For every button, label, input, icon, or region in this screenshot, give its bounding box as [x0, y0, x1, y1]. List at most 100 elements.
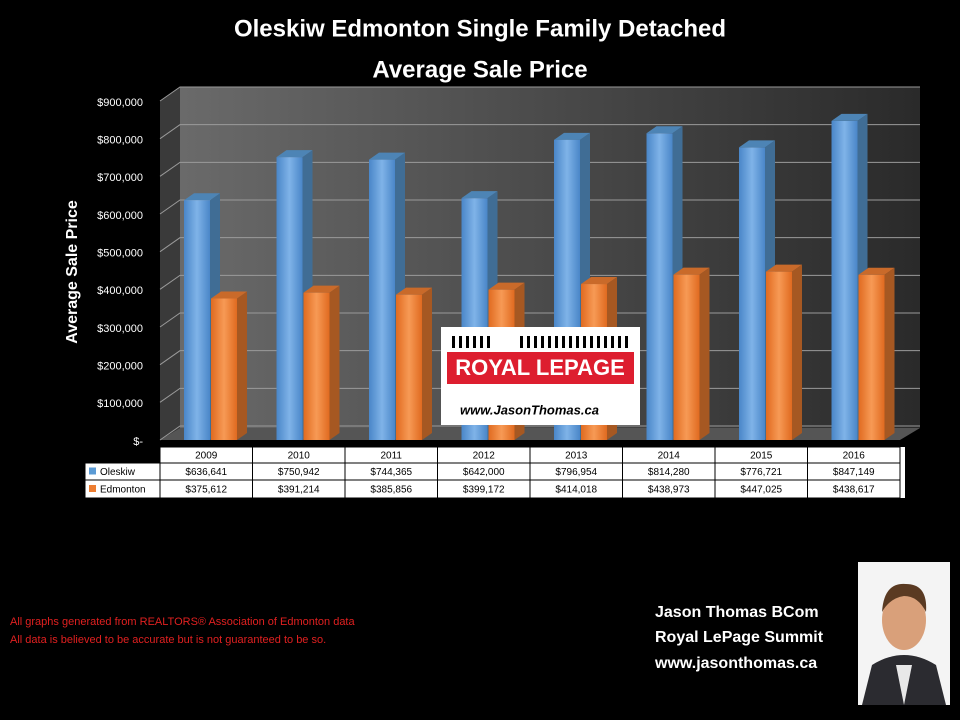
y-tick-label: $100,000: [97, 398, 143, 410]
logo-stripe: [466, 336, 469, 348]
bar-top: [673, 267, 710, 275]
logo-stripe: [527, 336, 530, 348]
table-value: $438,973: [648, 485, 690, 496]
x-tick-label: 2012: [473, 451, 496, 462]
logo-stripe: [520, 336, 523, 348]
bar-top: [831, 113, 868, 121]
x-tick-label: 2009: [195, 451, 218, 462]
bar: [831, 120, 858, 440]
table-value: $814,280: [648, 467, 690, 478]
back-wall: [180, 87, 920, 428]
bar-top: [211, 291, 247, 299]
table-bg: [160, 447, 905, 498]
logo-brand: ROYAL LEPAGE: [455, 355, 625, 380]
logo-stripe: [618, 336, 621, 348]
logo-stripe: [611, 336, 614, 348]
photo-hair: [882, 583, 927, 612]
logo-stripe: [473, 336, 476, 348]
photo: [858, 562, 950, 705]
contact-line: www.jasonthomas.ca: [654, 655, 817, 672]
table-value: $438,617: [833, 485, 875, 496]
bar-top: [184, 193, 220, 201]
x-tick-label: 2010: [288, 451, 311, 462]
table-value: $847,149: [833, 467, 875, 478]
y-tick-label: $300,000: [97, 323, 143, 335]
footnote: All data is believed to be accurate but …: [10, 634, 326, 646]
bar: [858, 274, 885, 440]
bar-side: [884, 267, 895, 440]
bar: [303, 292, 330, 440]
data-table: 2009 $636,641 $375,612 2010 $750,942 $391,214…: [84, 446, 905, 499]
bar-side: [792, 264, 802, 440]
table-value: $642,000: [463, 467, 505, 478]
chart-title: Oleskiw Edmonton Single Family Detached: [234, 15, 726, 42]
table-value: $385,856: [370, 485, 412, 496]
bar-top: [766, 264, 802, 272]
floor: [160, 428, 920, 440]
x-tick-label: 2014: [658, 451, 681, 462]
y-tick-label: $400,000: [97, 285, 143, 297]
logo-stripe: [534, 336, 537, 348]
bar-top: [739, 140, 775, 148]
bar-side: [329, 285, 340, 440]
bar: [673, 274, 700, 440]
grid-line: [159, 124, 920, 140]
logo-stripe: [583, 336, 586, 348]
logo-stripe: [548, 336, 551, 348]
bar-top: [646, 126, 683, 134]
logo-stripe: [452, 336, 455, 348]
logo-stripe: [555, 336, 558, 348]
logo-url: www.JasonThomas.ca: [460, 402, 599, 417]
legend-swatch: [89, 485, 96, 492]
bar-top: [369, 152, 405, 160]
bar: [211, 298, 237, 440]
photo-face: [882, 590, 926, 650]
bar-side: [699, 267, 710, 440]
table-value: $447,025: [740, 485, 782, 496]
table-value: $399,172: [463, 485, 505, 496]
y-tick-label: $-: [133, 436, 143, 448]
chart-subtitle: Average Sale Price: [372, 56, 587, 83]
logo-stripe: [459, 336, 462, 348]
bar-side: [422, 287, 432, 440]
bar-top: [581, 277, 617, 285]
contact-line: Royal LePage Summit: [655, 629, 824, 646]
x-tick-label: 2016: [843, 451, 866, 462]
logo-stripe: [597, 336, 600, 348]
x-tick-label: 2015: [750, 451, 773, 462]
bar-top: [461, 191, 498, 199]
bar: [276, 157, 303, 440]
bar: [646, 133, 673, 440]
y-tick-label: $500,000: [97, 248, 143, 260]
contact-line: Jason Thomas BCom: [655, 604, 819, 621]
bar: [766, 271, 792, 440]
y-tick-label: $900,000: [97, 97, 143, 109]
logo-band: [447, 352, 634, 384]
bar-top: [488, 282, 525, 290]
y-tick-label: $200,000: [97, 361, 143, 373]
table-value: $744,365: [370, 467, 412, 478]
table-value: $750,942: [278, 467, 320, 478]
side-wall: [160, 87, 180, 440]
logo-stripe: [590, 336, 593, 348]
photo-shirt: [896, 665, 912, 705]
table-value: $776,721: [740, 467, 782, 478]
y-tick-label: $800,000: [97, 135, 143, 147]
table-value: $636,641: [185, 467, 227, 478]
x-tick-label: 2011: [380, 451, 402, 462]
table-value: $375,612: [185, 485, 227, 496]
logo-stripe: [625, 336, 628, 348]
logo-stripe: [576, 336, 579, 348]
bar-top: [858, 267, 895, 275]
table-value: $391,214: [278, 485, 320, 496]
legend-swatch: [89, 467, 96, 475]
logo-stripe: [569, 336, 572, 348]
table-value: $796,954: [555, 467, 597, 478]
bar: [739, 147, 765, 440]
x-tick-label: 2013: [565, 451, 588, 462]
bar-side: [237, 291, 247, 440]
logo-stripe: [562, 336, 565, 348]
logo: ROYAL LEPAGE www.JasonThomas.ca: [441, 327, 640, 425]
logo-stripe: [604, 336, 607, 348]
